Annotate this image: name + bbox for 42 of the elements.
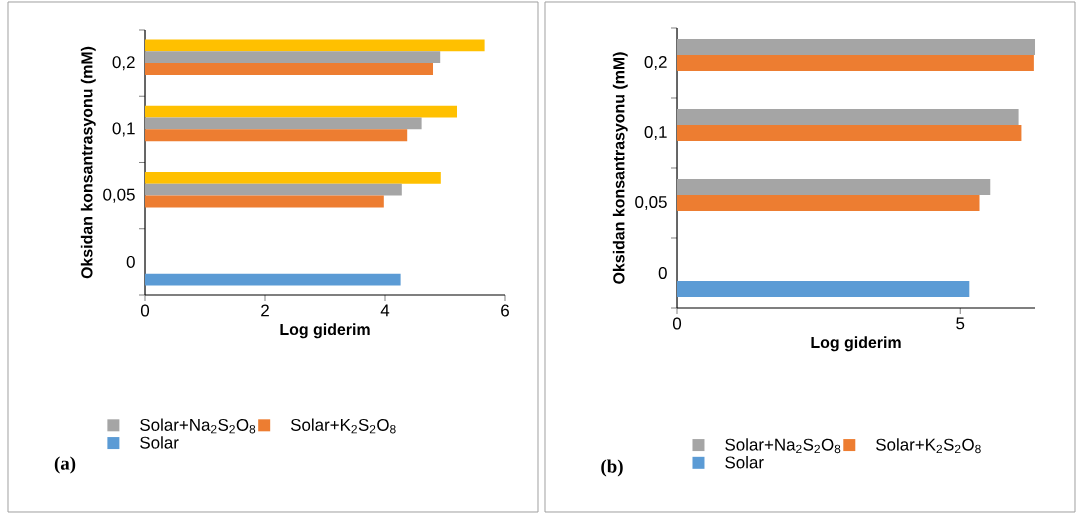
bar xyxy=(677,39,1036,55)
bar xyxy=(145,63,434,75)
y-tick-label: 0,05 xyxy=(103,188,135,203)
bar xyxy=(145,172,441,184)
x-axis-title: Log giderim xyxy=(280,323,370,339)
x-tick-label: 6 xyxy=(501,304,509,317)
x-tick-label: 2 xyxy=(261,304,269,317)
bar xyxy=(677,55,1034,71)
y-tick-label: 0,2 xyxy=(644,56,667,70)
legend-label: Solar+K$_{2}$S$_{2}$O$_{8}$ xyxy=(290,418,396,434)
x-tick-label: 0 xyxy=(140,304,150,317)
bar xyxy=(145,105,458,118)
y-tick-label: 0 xyxy=(126,255,135,268)
bar xyxy=(145,51,441,64)
bar xyxy=(677,109,1019,125)
bar xyxy=(145,195,384,208)
bar xyxy=(677,195,980,211)
legend-label: Solar+K$_{2}$S$_{2}$O$_{8}$ xyxy=(876,438,981,454)
legend-label: Solar+Na$_{2}$S$_{2}$O$_{8}$ xyxy=(140,418,256,434)
y-tick-label: 0,1 xyxy=(644,126,667,140)
bar xyxy=(145,39,485,52)
legend-label: Solar+Na$_{2}$S$_{2}$O$_{8}$ xyxy=(725,438,841,454)
x-tick-label: 4 xyxy=(380,304,390,317)
y-tick-label: 0 xyxy=(658,267,667,279)
bar xyxy=(677,281,970,297)
bar xyxy=(145,129,408,142)
x-tick-label: 5 xyxy=(956,317,965,330)
bar xyxy=(145,117,422,130)
y-tick-label: 0,1 xyxy=(112,122,135,137)
y-tick-label: 0,2 xyxy=(112,56,135,71)
bar xyxy=(677,125,1022,141)
text: (b) xyxy=(601,459,623,477)
text: (a) xyxy=(54,456,76,474)
bar xyxy=(677,179,991,195)
legend-label: Solar xyxy=(140,436,179,449)
bar xyxy=(145,183,402,196)
bar xyxy=(145,273,401,286)
y-axis-title: Oksidan konsantrasyonu (mM) xyxy=(80,46,96,279)
x-axis-title: Log giderim xyxy=(811,336,901,352)
legend-label: Solar xyxy=(725,455,764,469)
y-axis-title: Oksidan konsantrasyonu (mM) xyxy=(612,52,628,284)
y-tick-label: 0,05 xyxy=(635,196,667,210)
